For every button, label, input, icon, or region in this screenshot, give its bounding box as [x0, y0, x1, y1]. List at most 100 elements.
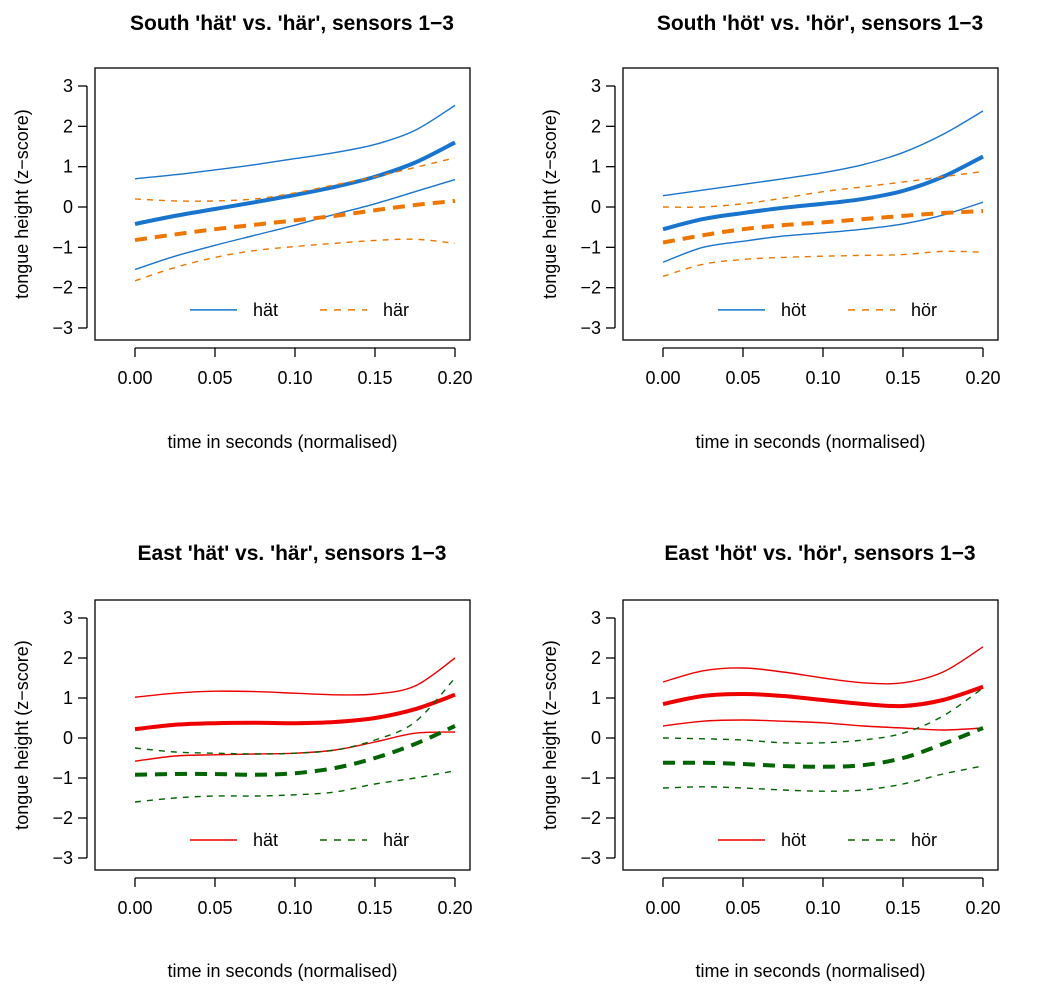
chart-title: South 'hät' vs. 'här', sensors 1−3: [130, 12, 454, 35]
y-tick-label: 1: [63, 688, 73, 708]
x-tick-label: 0.00: [645, 898, 680, 918]
y-axis-label: tongue height (z−score): [540, 109, 560, 299]
y-tick-label: 2: [63, 116, 73, 136]
y-tick-label: 1: [591, 157, 601, 177]
x-tick-label: 0.20: [437, 368, 472, 388]
series-1-fit-line: [662, 684, 984, 709]
series-1-lower-bound: [134, 731, 456, 762]
series-1-lower-bound: [134, 178, 456, 271]
chart-panel-2: South 'höt' vs. 'hör', sensors 1−3 0.00 0.…: [540, 12, 1001, 452]
y-tick-label: 0: [591, 728, 601, 748]
x-axis-label: time in seconds (normalised): [695, 961, 925, 981]
legend-label-2: hör: [911, 300, 937, 320]
series-2-fit-line: [662, 726, 984, 769]
y-tick-label: 3: [591, 76, 601, 96]
x-tick-label: 0.20: [965, 898, 1000, 918]
series-1-fit-line: [134, 692, 456, 732]
legend-label-2: här: [383, 300, 409, 320]
y-tick-label: 3: [591, 608, 601, 628]
series-1-lower-bound: [662, 719, 984, 731]
y-axis-label: tongue height (z−score): [12, 109, 32, 299]
chart-panel-1: South 'hät' vs. 'här', sensors 1−3 0.00 0.…: [12, 12, 473, 452]
series-2-lower-bound: [134, 238, 456, 282]
series-2-lower-bound: [134, 770, 456, 803]
series-2-lower-bound: [662, 250, 984, 278]
x-tick-label: 0.20: [965, 368, 1000, 388]
chart-title: South 'höt' vs. 'hör', sensors 1−3: [657, 12, 983, 35]
x-tick-label: 0.15: [885, 898, 920, 918]
series-1-lower-bound: [662, 201, 984, 263]
y-tick-label: −3: [52, 318, 73, 338]
x-axis-label: time in seconds (normalised): [695, 432, 925, 452]
series-1-fit-line: [134, 140, 456, 226]
x-tick-label: 0.10: [805, 898, 840, 918]
y-tick-label: 3: [63, 76, 73, 96]
x-tick-label: 0.00: [117, 368, 152, 388]
y-tick-label: 0: [63, 728, 73, 748]
series-1-upper-bound: [662, 646, 984, 685]
y-tick-label: 0: [63, 197, 73, 217]
chart-panel-4: East 'höt' vs. 'hör', sensors 1−3 0.00 0.0…: [540, 542, 1001, 981]
series-lines: [134, 657, 456, 803]
series-2-fit-line: [134, 724, 456, 777]
y-tick-label: 1: [63, 157, 73, 177]
series-lines: [662, 646, 984, 792]
x-tick-label: 0.00: [645, 368, 680, 388]
series-2-fit-line: [134, 198, 456, 243]
plot-frame: [94, 67, 471, 341]
series-2-upper-bound: [134, 677, 456, 755]
x-tick-label: 0.05: [197, 368, 232, 388]
x-tick-label: 0.15: [885, 368, 920, 388]
series-1-upper-bound: [134, 104, 456, 180]
series-lines: [662, 110, 984, 278]
y-tick-label: −3: [580, 848, 601, 868]
y-tick-label: 2: [63, 648, 73, 668]
x-tick-label: 0.10: [277, 368, 312, 388]
series-2-lower-bound: [662, 765, 984, 792]
x-axis-label: time in seconds (normalised): [167, 961, 397, 981]
legend-label-1: hät: [253, 830, 278, 850]
series-1-fit-line: [662, 154, 984, 232]
x-tick-label: 0.15: [357, 368, 392, 388]
x-tick-label: 0.00: [117, 898, 152, 918]
y-tick-label: 3: [63, 608, 73, 628]
y-tick-label: −1: [52, 768, 73, 788]
x-tick-label: 0.05: [725, 898, 760, 918]
y-tick-label: 1: [591, 688, 601, 708]
x-axis-label: time in seconds (normalised): [167, 432, 397, 452]
series-2-fit-line: [662, 209, 984, 245]
y-tick-label: −2: [52, 278, 73, 298]
legend-label-1: hät: [253, 300, 278, 320]
y-tick-label: −1: [580, 237, 601, 257]
y-axis-label: tongue height (z−score): [540, 640, 560, 830]
series-1-upper-bound: [134, 657, 456, 698]
legend-label-1: höt: [781, 830, 806, 850]
y-tick-label: −2: [580, 808, 601, 828]
x-tick-label: 0.15: [357, 898, 392, 918]
y-tick-label: −1: [52, 237, 73, 257]
y-tick-label: −1: [580, 768, 601, 788]
series-2-upper-bound: [662, 170, 984, 208]
y-tick-label: 2: [591, 648, 601, 668]
series-2-upper-bound: [134, 157, 456, 202]
y-tick-label: 0: [591, 197, 601, 217]
x-tick-label: 0.05: [725, 368, 760, 388]
x-tick-label: 0.20: [437, 898, 472, 918]
series-2-upper-bound: [662, 687, 984, 744]
y-tick-label: −3: [52, 848, 73, 868]
x-tick-label: 0.10: [277, 898, 312, 918]
series-lines: [134, 104, 456, 282]
chart-title: East 'hät' vs. 'här', sensors 1−3: [138, 542, 447, 565]
legend-label-2: här: [383, 830, 409, 850]
y-tick-label: 2: [591, 116, 601, 136]
plot-frame: [94, 599, 471, 871]
y-tick-label: −2: [52, 808, 73, 828]
chart-title: East 'höt' vs. 'hör', sensors 1−3: [664, 542, 975, 565]
plot-frame: [622, 67, 999, 341]
series-1-upper-bound: [662, 110, 984, 197]
plot-frame: [622, 599, 999, 871]
y-tick-label: −3: [580, 318, 601, 338]
y-axis-label: tongue height (z−score): [12, 640, 32, 830]
x-tick-label: 0.10: [805, 368, 840, 388]
